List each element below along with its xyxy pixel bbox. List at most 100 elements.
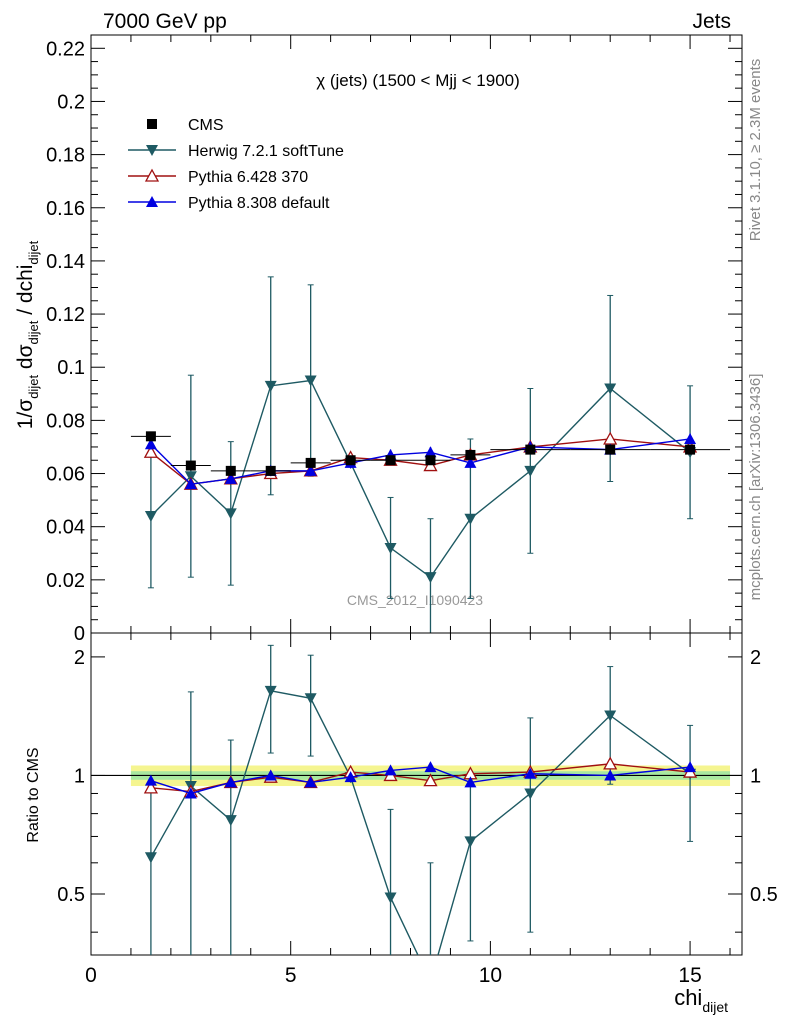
data-point — [264, 380, 277, 392]
data-point — [185, 460, 196, 471]
ratio-y-tick-label-right: 2 — [750, 647, 761, 669]
y-tick-label: 0.02 — [46, 570, 85, 592]
data-point — [345, 455, 356, 466]
ratio-data-point — [524, 788, 537, 800]
data-point — [265, 465, 276, 476]
data-point — [144, 511, 157, 523]
y-tick-label: 0.14 — [46, 251, 85, 273]
ratio-y-tick-label-right: 0.5 — [750, 884, 778, 906]
y-axis-label: 1/σdijet dσdijet / dchidijet — [14, 240, 41, 429]
ratio-data-point — [143, 780, 159, 794]
ratio-data-point — [264, 685, 277, 697]
series-line — [150, 379, 691, 579]
main-data — [130, 276, 731, 634]
ratio-data-point — [144, 774, 157, 786]
plot-title: χ (jets) (1500 < Mjj < 1900) — [316, 71, 520, 90]
data-point — [604, 383, 617, 395]
ratio-y-tick-label: 2 — [74, 647, 85, 669]
ratio-data-point — [224, 815, 237, 827]
data-point — [684, 432, 697, 444]
ratio-data-point — [264, 769, 277, 781]
data-point — [425, 455, 436, 466]
ratio-data-point — [464, 836, 477, 848]
data-point — [464, 456, 477, 468]
ratio-data-point — [603, 756, 618, 770]
x-tick-label: 5 — [285, 964, 297, 987]
header-right: Jets — [692, 10, 731, 33]
ratio-y-tick-label: 0.5 — [57, 884, 85, 906]
data-point — [424, 446, 437, 458]
data-point — [304, 464, 317, 476]
ratio-data-point — [344, 771, 357, 783]
ratio-y-tick-label-right: 1 — [750, 765, 761, 787]
data-point — [224, 472, 237, 484]
ratio-data-point — [684, 761, 697, 773]
data-point — [424, 572, 437, 584]
legend: CMS Herwig 7.2.1 softTune Pythia 6.428 370… — [128, 117, 344, 212]
ratio-ticks: 0.5 1 2 0.5 1 2 0 5 10 15 — [57, 633, 778, 987]
y-tick-label: 0.06 — [46, 464, 85, 486]
ratio-data-point — [424, 976, 436, 987]
data-point — [605, 444, 616, 455]
header-left: 7000 GeV pp — [103, 10, 227, 33]
x-tick-label: 0 — [85, 964, 97, 987]
legend-marker — [146, 145, 158, 156]
ratio-data — [143, 644, 698, 987]
ratio-data-point — [384, 764, 397, 776]
y-tick-label: 0.08 — [46, 410, 85, 432]
data-point — [385, 455, 396, 466]
series-herwig-7-2-1-softtune — [144, 276, 697, 634]
ratio-data-point — [424, 761, 437, 773]
ratio-series-group — [143, 644, 698, 987]
data-point — [144, 438, 157, 450]
y-tick-label: 0.12 — [46, 304, 85, 326]
legend-label: Pythia 8.308 default — [188, 195, 330, 212]
legend-marker — [146, 196, 158, 207]
data-point — [464, 513, 477, 525]
data-point — [305, 457, 316, 468]
main-ticks: 0 0.02 0.04 0.06 0.08 0.1 0.12 0.14 0.16 0.18 0.2 0… — [46, 35, 742, 645]
ratio-y-label: Ratio to CMS — [25, 747, 42, 842]
y-tick-label: 0.16 — [46, 198, 85, 220]
watermark: CMS_2012_I1090423 — [347, 592, 483, 608]
y-tick-label: 0.1 — [57, 357, 85, 379]
main-panel: 0 0.02 0.04 0.06 0.08 0.1 0.12 0.14 0.16 0.18 0.2 0… — [14, 34, 743, 645]
legend-label: Pythia 6.428 370 — [188, 169, 308, 186]
ratio-series-line — [150, 690, 691, 955]
series-line — [150, 438, 691, 485]
y-tick-label: 0 — [74, 623, 85, 645]
data-point — [145, 431, 156, 442]
rivet-label: Rivet 3.1.10, ≥ 2.3M events — [747, 59, 764, 242]
series-cms — [130, 431, 731, 476]
y-tick-label: 0.18 — [46, 145, 85, 167]
ratio-frame — [90, 632, 743, 956]
x-tick-label: 10 — [479, 964, 502, 987]
ratio-data-point — [524, 767, 537, 779]
legend-marker — [147, 119, 157, 129]
y-tick-label: 0.2 — [57, 91, 85, 113]
ratio-data-point — [144, 852, 157, 864]
ratio-y-tick-label: 1 — [74, 765, 85, 787]
data-point — [465, 449, 476, 460]
ratio-data-point — [184, 787, 197, 799]
ratio-data-point — [604, 710, 617, 722]
ratio-data-point — [304, 776, 317, 788]
data-point — [384, 542, 397, 554]
ratio-series-herwig-7-2-1-softtune — [144, 644, 697, 987]
data-point — [224, 508, 237, 520]
legend-marker — [144, 168, 160, 182]
data-point — [603, 431, 618, 445]
y-tick-label: 0.22 — [46, 38, 85, 60]
ratio-data-point — [224, 776, 237, 788]
data-point — [304, 375, 317, 387]
mcplots-label: mcplots.cern.ch [arXiv:1306.3436] — [747, 374, 764, 601]
ratio-series-line — [150, 766, 691, 795]
data-point — [525, 444, 536, 455]
ratio-data-point — [384, 892, 397, 904]
ratio-data-point — [604, 769, 617, 781]
data-point — [143, 444, 159, 458]
ratio-panel: 0.5 1 2 0.5 1 2 0 5 10 15 Ratio to CMS — [25, 632, 778, 987]
data-point — [184, 478, 197, 490]
x-tick-label: 15 — [678, 964, 701, 987]
